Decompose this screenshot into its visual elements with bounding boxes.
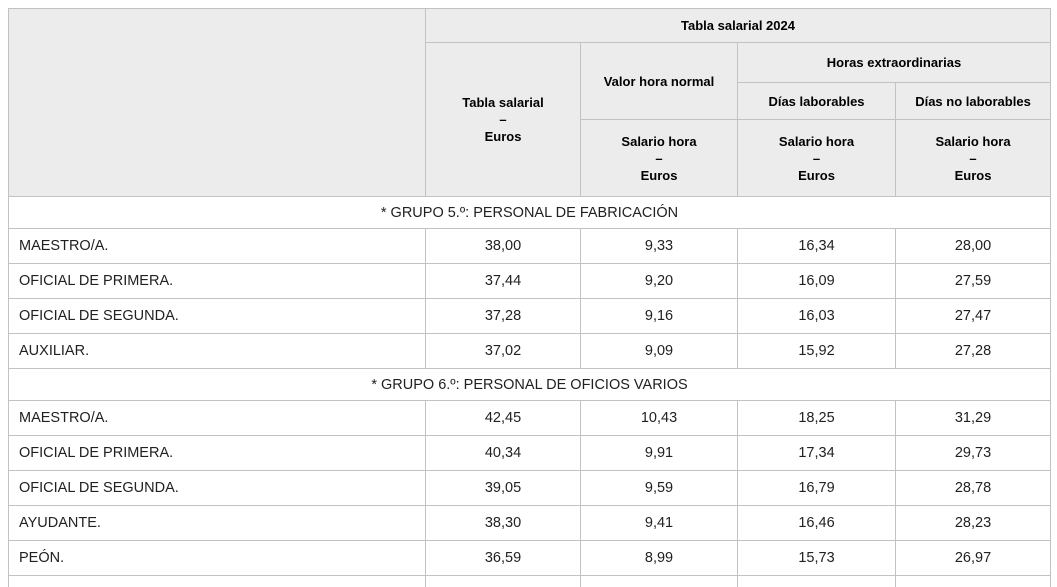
value-dias-no-laborables: 28,23 [894, 505, 1052, 541]
value-hora-normal: 8,99 [580, 540, 738, 576]
value-cell [580, 575, 738, 587]
row-label: OFICIAL DE PRIMERA. [8, 435, 426, 471]
value-dias-laborables: 16,79 [737, 470, 896, 506]
value-cell [425, 575, 581, 587]
row-label: OFICIAL DE SEGUNDA. [8, 470, 426, 506]
euros-line: Euros [640, 167, 678, 183]
value-dias-laborables: 18,25 [737, 400, 896, 436]
column-header-dash: – [499, 112, 507, 127]
header-row-salario-hora: Salario hora – Euros Salario hora – Euro… [9, 119, 1052, 197]
column-header-salario-hora-laborables: Salario hora – Euros [737, 119, 896, 197]
column-header-tabla-salarial-line1: Tabla salarial [462, 95, 544, 110]
value-dias-laborables: 15,73 [737, 540, 896, 576]
value-tabla-salarial: 42,45 [425, 400, 581, 436]
table-row: MAESTRO/A. 38,00 9,33 16,34 28,00 [8, 228, 1052, 264]
table-row-partial [8, 575, 1052, 587]
value-tabla-salarial: 39,05 [425, 470, 581, 506]
column-header-salario-hora-normal: Salario hora – Euros [580, 119, 738, 197]
value-hora-normal: 9,91 [580, 435, 738, 471]
column-header-horas-extraordinarias: Horas extraordinarias [736, 42, 1052, 83]
value-hora-normal: 9,33 [580, 228, 738, 264]
value-hora-normal: 9,16 [580, 298, 738, 334]
value-dias-laborables: 16,03 [737, 298, 896, 334]
value-tabla-salarial: 37,28 [425, 298, 581, 334]
value-hora-normal: 10,43 [580, 400, 738, 436]
table-row: OFICIAL DE SEGUNDA. 37,28 9,16 16,03 27,… [8, 298, 1052, 334]
value-hora-normal: 9,41 [580, 505, 738, 541]
row-label: AUXILIAR. [8, 333, 426, 369]
header-row-title: Tabla salarial 2024 [8, 8, 1052, 197]
header-row-groups: Tabla salarial – Euros Valor hora normal… [9, 42, 1052, 197]
value-tabla-salarial: 37,44 [425, 263, 581, 299]
value-dias-laborables: 15,92 [737, 333, 896, 369]
value-hora-normal: 9,59 [580, 470, 738, 506]
value-dias-no-laborables: 31,29 [894, 400, 1052, 436]
value-dias-laborables: 16,34 [737, 228, 896, 264]
salary-table-2024: Tabla salarial 2024 Tabla salarial – Eur… [7, 8, 1052, 587]
dash-line: – [655, 150, 663, 166]
value-hora-normal: 9,20 [580, 263, 738, 299]
column-header-salario-hora-no-laborables: Salario hora – Euros [894, 119, 1052, 197]
value-dias-no-laborables: 28,78 [894, 470, 1052, 506]
value-cell [894, 575, 1052, 587]
value-dias-no-laborables: 28,00 [894, 228, 1052, 264]
value-dias-laborables: 16,46 [737, 505, 896, 541]
table-row: PEÓN. 36,59 8,99 15,73 26,97 [8, 540, 1052, 576]
row-label [8, 575, 426, 587]
dash-line: – [969, 150, 977, 166]
row-label: OFICIAL DE SEGUNDA. [8, 298, 426, 334]
column-header-dias-no-laborables: Días no laborables [894, 82, 1052, 120]
value-tabla-salarial: 36,59 [425, 540, 581, 576]
value-cell [737, 575, 896, 587]
salario-hora-line: Salario hora [778, 133, 855, 149]
column-header-valor-hora-normal: Valor hora normal [580, 42, 738, 120]
column-header-dias-laborables: Días laborables [737, 82, 896, 120]
value-tabla-salarial: 38,30 [425, 505, 581, 541]
group-title: * GRUPO 6.º: PERSONAL DE OFICIOS VARIOS [7, 368, 1052, 401]
value-dias-no-laborables: 29,73 [894, 435, 1052, 471]
table-row: AYUDANTE. 38,30 9,41 16,46 28,23 [8, 505, 1052, 541]
euros-line: Euros [954, 167, 992, 183]
euros-line: Euros [798, 167, 835, 183]
row-label: AYUDANTE. [8, 505, 426, 541]
group-header-row-grupo-5: * GRUPO 5.º: PERSONAL DE FABRICACIÓN [7, 196, 1052, 229]
value-tabla-salarial: 37,02 [425, 333, 581, 369]
header-row-dias: Días laborables Días no laborables [9, 82, 1052, 120]
table-row: MAESTRO/A. 42,45 10,43 18,25 31,29 [8, 400, 1052, 436]
value-dias-no-laborables: 26,97 [894, 540, 1052, 576]
row-label: MAESTRO/A. [8, 400, 426, 436]
table-row: OFICIAL DE SEGUNDA. 39,05 9,59 16,79 28,… [8, 470, 1052, 506]
table-title: Tabla salarial 2024 [424, 8, 1052, 43]
column-header-euros: Euros [484, 129, 522, 144]
salario-hora-line: Salario hora [621, 133, 697, 149]
column-header-tabla-salarial: Tabla salarial – Euros [425, 42, 581, 197]
value-dias-no-laborables: 27,28 [894, 333, 1052, 369]
row-label: PEÓN. [8, 540, 426, 576]
table-row: OFICIAL DE PRIMERA. 37,44 9,20 16,09 27,… [8, 263, 1052, 299]
value-dias-laborables: 16,09 [737, 263, 896, 299]
row-label: MAESTRO/A. [8, 228, 426, 264]
value-tabla-salarial: 38,00 [425, 228, 581, 264]
group-header-row-grupo-6: * GRUPO 6.º: PERSONAL DE OFICIOS VARIOS [7, 368, 1052, 401]
value-dias-no-laborables: 27,59 [894, 263, 1052, 299]
value-dias-laborables: 17,34 [737, 435, 896, 471]
dash-line: – [812, 150, 821, 166]
row-label: OFICIAL DE PRIMERA. [8, 263, 426, 299]
salario-hora-line: Salario hora [935, 133, 1011, 149]
value-dias-no-laborables: 27,47 [894, 298, 1052, 334]
table-row: OFICIAL DE PRIMERA. 40,34 9,91 17,34 29,… [8, 435, 1052, 471]
value-tabla-salarial: 40,34 [425, 435, 581, 471]
table-row: AUXILIAR. 37,02 9,09 15,92 27,28 [8, 333, 1052, 369]
group-title: * GRUPO 5.º: PERSONAL DE FABRICACIÓN [7, 196, 1052, 229]
value-hora-normal: 9,09 [580, 333, 738, 369]
corner-empty-cell [8, 8, 426, 197]
